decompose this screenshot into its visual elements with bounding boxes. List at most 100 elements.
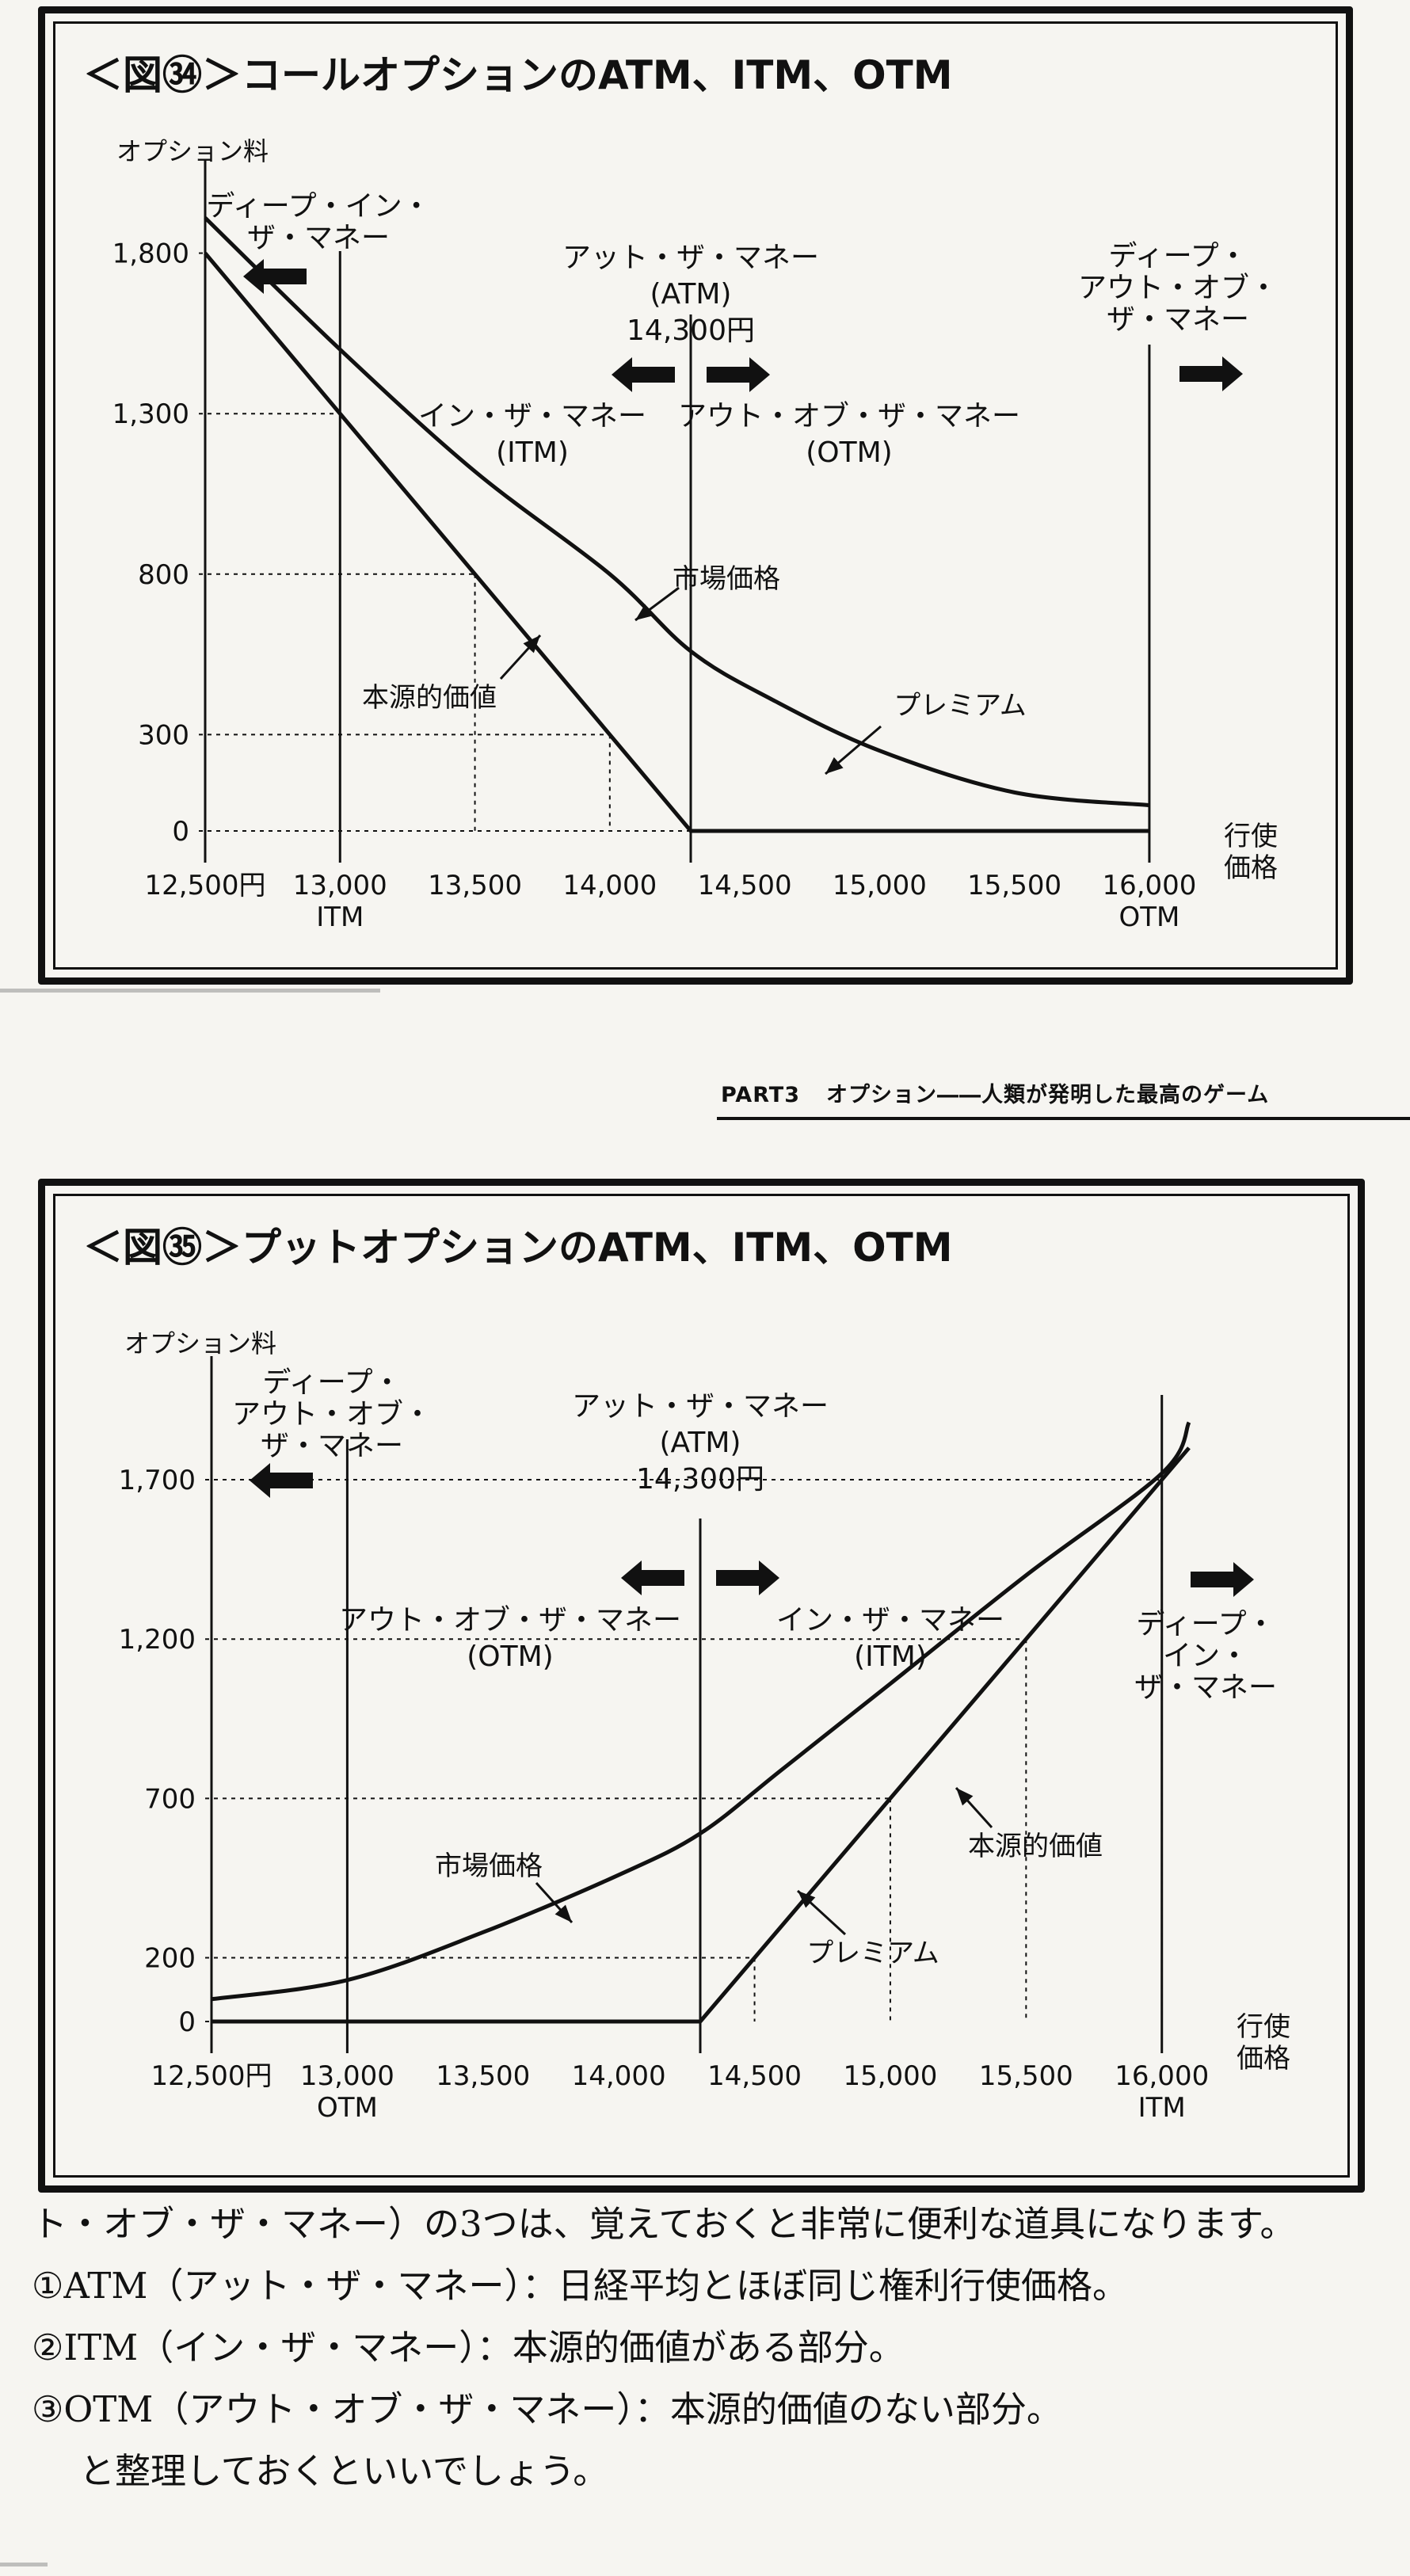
deep-right-label: イン・ <box>1163 1640 1248 1672</box>
left-zone-label: (ITM) <box>496 436 569 469</box>
deep-right-label: ザ・マネー <box>1107 303 1249 336</box>
x-tick-label: 13,500 <box>436 2060 530 2092</box>
x-tick-label: OTM <box>1119 901 1180 933</box>
x-tick-label: 14,500 <box>707 2060 802 2092</box>
x-tick-label: 15,000 <box>843 2060 937 2092</box>
y-tick-label: 1,300 <box>112 398 189 430</box>
deep-left-arrow <box>250 1463 313 1498</box>
premium-pointer-head <box>798 1891 816 1908</box>
y-tick-label: 1,800 <box>112 238 189 270</box>
deep-right-label: ディープ・ <box>1108 240 1247 272</box>
page-header: PART3 オプション――人類が発明した最高のゲーム <box>717 1077 1410 1120</box>
x-tick-label: 15,000 <box>833 870 927 901</box>
body-line-summary: と整理しておくといいでしょう。 <box>79 2450 609 2492</box>
y-tick-label: 1,200 <box>119 1624 196 1656</box>
market-price-line <box>204 216 1150 808</box>
y-tick-label: 800 <box>138 559 189 591</box>
chart-title: ＜図㉞＞コールオプションのATM、ITM、OTM <box>83 52 953 98</box>
market-price-label: 市場価格 <box>435 1850 543 1882</box>
right-zone-label: アウト・オブ・ザ・マネー <box>678 400 1020 433</box>
x-axis-label: 価格 <box>1237 2043 1290 2075</box>
y-tick-label: 200 <box>144 1943 196 1975</box>
x-tick-label: 13,000 <box>293 870 387 901</box>
left-zone-label: イン・ザ・マネー <box>418 400 646 433</box>
right-zone-label: (OTM) <box>806 436 892 469</box>
atm-label: (ATM) <box>650 278 732 311</box>
deep-right-label: ザ・マネー <box>1134 1671 1277 1704</box>
market-price-line <box>211 1421 1191 2002</box>
y-tick-label: 300 <box>138 719 189 751</box>
deep-left-label: アウト・オブ・ <box>232 1398 432 1431</box>
left-zone-label: アウト・オブ・ザ・マネー <box>339 1604 681 1637</box>
x-axis-label: 行使 <box>1237 2011 1290 2043</box>
zone-left-arrow <box>621 1560 684 1595</box>
intrinsic-value-line <box>212 1446 1191 2024</box>
x-tick-label: 13,000 <box>300 2060 394 2092</box>
body-line-itm: ②ITM（イン・ザ・マネー）：本源的価値がある部分。 <box>32 2326 905 2368</box>
y-tick-label: 0 <box>172 816 189 848</box>
page-header-title: オプション――人類が発明した最高のゲーム <box>826 1083 1270 1107</box>
y-axis-label: オプション料 <box>124 1328 276 1358</box>
x-tick-label: ITM <box>316 901 364 933</box>
figure-34-inner-border <box>53 21 1338 970</box>
market-price-label: 市場価格 <box>673 563 780 595</box>
deep-right-label: ディープ・ <box>1136 1608 1275 1640</box>
x-tick-label: 14,000 <box>572 2060 666 2092</box>
deep-right-arrow <box>1191 1562 1254 1597</box>
x-tick-label: 16,000 <box>1102 870 1196 901</box>
right-zone-label: (ITM) <box>854 1640 927 1673</box>
x-tick-label: 12,500円 <box>151 2060 272 2092</box>
page-header-part: PART3 <box>721 1083 800 1107</box>
deep-left-label: ディープ・ <box>262 1366 401 1399</box>
x-axis-label: 価格 <box>1224 852 1278 884</box>
atm-label: アット・ザ・マネー <box>562 242 819 274</box>
atm-label: アット・ザ・マネー <box>572 1390 829 1423</box>
intrinsic-value-line <box>204 251 1149 833</box>
body-text: ト・オブ・ザ・マネー）の3つは、覚えておくと非常に便利な道具になります。 ①AT… <box>32 2206 1394 2515</box>
market-price-pointer-head <box>635 604 654 620</box>
x-tick-label: OTM <box>317 2092 378 2124</box>
left-zone-label: (OTM) <box>467 1640 553 1673</box>
y-axis-label: オプション料 <box>116 136 269 166</box>
body-line-otm: ③OTM（アウト・オブ・ザ・マネー）：本源的価値のない部分。 <box>32 2388 1062 2430</box>
deep-left-label: ザ・マネー <box>261 1430 403 1462</box>
x-tick-label: 15,500 <box>967 870 1061 901</box>
x-axis-label: 行使 <box>1224 821 1278 852</box>
y-tick-label: 700 <box>144 1783 196 1815</box>
scan-smudge <box>0 989 380 993</box>
y-tick-label: 0 <box>178 2006 196 2038</box>
deep-left-label: ディープ・イン・ <box>206 190 430 223</box>
atm-label: 14,300円 <box>627 314 755 347</box>
premium-label: プレミアム <box>894 690 1027 722</box>
zone-right-arrow <box>716 1560 779 1595</box>
figure-35-inner-border <box>53 1194 1350 2178</box>
market-price-pointer-head <box>554 1904 572 1922</box>
intrinsic-value-label: 本源的価値 <box>362 682 497 714</box>
premium-pointer-head <box>825 756 844 774</box>
deep-right-arrow <box>1179 356 1243 391</box>
x-tick-label: ITM <box>1138 2092 1186 2124</box>
body-line-1: ト・オブ・ザ・マネー）の3つは、覚えておくと非常に便利な道具になります。 <box>32 2203 1296 2245</box>
intrinsic-value-label: 本源的価値 <box>968 1831 1103 1862</box>
x-tick-label: 15,500 <box>979 2060 1073 2092</box>
chart-title: ＜図㉟＞プットオプションのATM、ITM、OTM <box>83 1225 953 1271</box>
y-tick-label: 1,700 <box>119 1465 196 1496</box>
x-tick-label: 14,500 <box>698 870 792 901</box>
deep-left-arrow <box>243 259 307 294</box>
deep-right-label: アウト・オブ・ <box>1078 272 1278 304</box>
scan-smudge-bottom <box>0 2563 48 2566</box>
x-tick-label: 14,000 <box>562 870 657 901</box>
zone-left-arrow <box>612 357 675 392</box>
body-line-atm: ①ATM（アット・ザ・マネー）：日経平均とほぼ同じ権利行使価格。 <box>32 2265 1128 2307</box>
figure-35-frame: ＜図㉟＞プットオプションのATM、ITM、OTM オプション料行使 価格 1,700 1… <box>38 1179 1365 2193</box>
atm-label: 14,300円 <box>636 1463 764 1496</box>
deep-left-label: ザ・マネー <box>247 222 390 254</box>
premium-label: プレミアム <box>806 1938 939 1969</box>
right-zone-label: イン・ザ・マネー <box>776 1604 1004 1637</box>
atm-label: (ATM) <box>660 1427 741 1459</box>
x-tick-label: 16,000 <box>1115 2060 1209 2092</box>
intrinsic-value-pointer-head <box>956 1788 974 1806</box>
x-tick-label: 13,500 <box>428 870 522 901</box>
